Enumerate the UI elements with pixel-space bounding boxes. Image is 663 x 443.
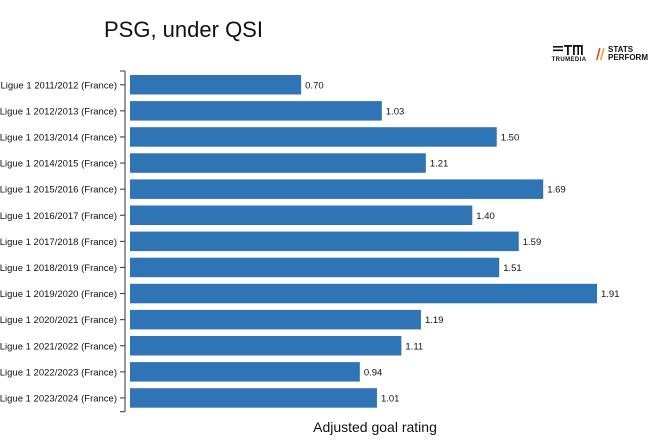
y-tick-label: Ligue 1 2017/2018 (France) xyxy=(0,237,117,248)
bar-value-label: 1.59 xyxy=(523,237,542,248)
bar-value-label: 0.70 xyxy=(305,80,324,91)
y-tick-label: Ligue 1 2012/2013 (France) xyxy=(0,106,117,117)
bar-value-label: 1.51 xyxy=(503,263,522,274)
bar xyxy=(130,231,519,252)
bar xyxy=(130,153,426,173)
bar xyxy=(130,362,360,382)
trumedia-logo: TRUMEDIA xyxy=(545,44,593,66)
y-tick-label: Ligue 1 2013/2014 (France) xyxy=(0,132,117,143)
bar-value-label: 1.01 xyxy=(381,393,400,404)
statsperform-logo: STATS PERFORM xyxy=(595,44,657,66)
bar xyxy=(130,101,382,121)
bar-value-label: 1.11 xyxy=(405,341,423,352)
bar-value-label: 1.50 xyxy=(501,132,520,143)
y-tick-label: Ligue 1 2023/2024 (France) xyxy=(0,393,117,404)
bar xyxy=(130,179,544,199)
y-tick-label: Ligue 1 2021/2022 (France) xyxy=(0,341,117,352)
statsperform-logo-text: STATS PERFORM xyxy=(608,46,658,62)
bar xyxy=(130,309,421,330)
chart-title: PSG, under QSI xyxy=(104,17,263,42)
bar-value-label: 1.19 xyxy=(425,315,444,326)
trumedia-logo-icon xyxy=(553,45,583,55)
bar xyxy=(130,283,597,304)
y-tick-label: Ligue 1 2011/2012 (France) xyxy=(0,80,117,91)
y-tick-label: Ligue 1 2022/2023 (France) xyxy=(0,367,117,378)
y-tick-label: Ligue 1 2015/2016 (France) xyxy=(0,185,117,196)
bar-value-label: 1.69 xyxy=(547,185,566,196)
bar xyxy=(130,388,377,408)
y-tick-label: Ligue 1 2016/2017 (France) xyxy=(0,211,117,222)
bar-value-label: 1.40 xyxy=(476,211,495,222)
statsperform-logo-icon xyxy=(596,48,605,60)
bar-value-label: 1.91 xyxy=(601,289,620,300)
bar xyxy=(130,257,500,278)
logos: TRUMEDIA STATS PERFORM xyxy=(545,44,657,66)
bar xyxy=(130,127,497,147)
y-tick-label: Ligue 1 2014/2015 (France) xyxy=(0,159,117,170)
bar xyxy=(130,205,473,225)
x-axis-label: Adjusted goal rating xyxy=(313,419,437,435)
y-tick-label: Ligue 1 2020/2021 (France) xyxy=(0,315,117,326)
trumedia-logo-text: TRUMEDIA xyxy=(551,57,587,63)
bar-value-label: 0.94 xyxy=(364,367,383,378)
bar-value-label: 1.03 xyxy=(386,106,405,117)
y-tick-label: Ligue 1 2018/2019 (France) xyxy=(0,263,117,274)
y-tick-label: Ligue 1 2019/2020 (France) xyxy=(0,289,117,300)
bar-value-label: 1.21 xyxy=(430,159,449,170)
bar xyxy=(130,75,302,95)
bar xyxy=(130,336,402,356)
statsperform-logo-line2: PERFORM xyxy=(608,53,648,62)
statsperform-logo-line1: STATS xyxy=(608,45,634,54)
